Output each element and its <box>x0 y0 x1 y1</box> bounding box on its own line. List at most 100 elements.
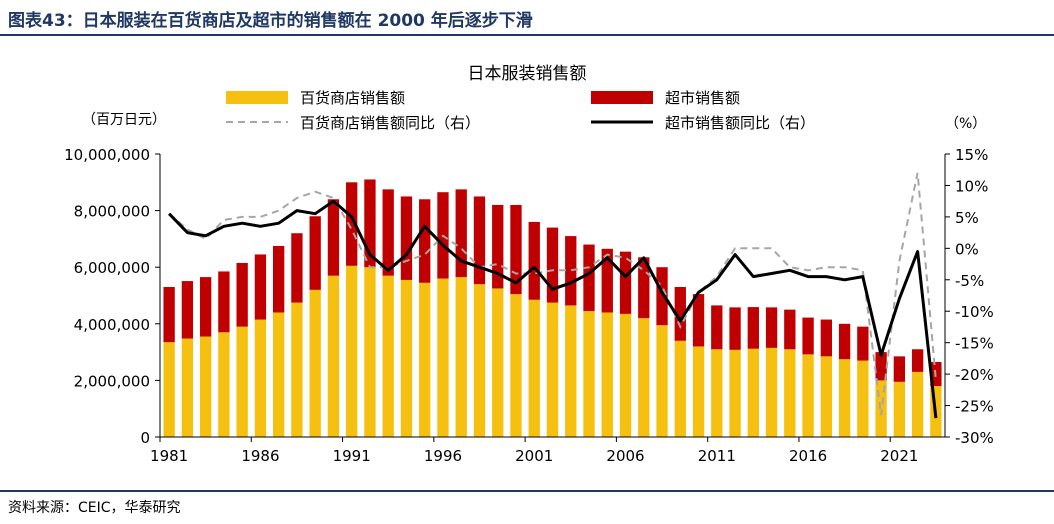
right-tick-label: -20% <box>955 366 994 384</box>
dept-sales-bar <box>820 356 832 437</box>
dept-sales-bar <box>473 284 486 437</box>
right-tick-label: 15% <box>955 146 988 164</box>
sales-chart: 日本服装销售额 百货商店销售额 超市销售额 百货商店销售额同比（右） 超市销售额… <box>64 64 994 465</box>
bar-series <box>163 179 942 437</box>
legend-super-label: 超市销售额 <box>665 89 740 107</box>
super-sales-bar <box>601 248 613 313</box>
left-axis: 10,000,000 8,000,000 6,000,000 4,000,000 2,0… <box>64 146 161 447</box>
dept-sales-bar <box>619 313 632 437</box>
dept-sales-bar <box>218 332 230 437</box>
super-sales-bar <box>309 216 321 290</box>
left-tick-label: 0 <box>140 429 150 447</box>
super-yoy-line <box>168 199 938 419</box>
dept-sales-bar <box>492 288 504 437</box>
super-sales-bar <box>656 267 668 326</box>
super-sales-bar <box>692 294 705 347</box>
dept-sales-bar <box>199 336 212 437</box>
chart-title: 日本服装销售额 <box>468 64 587 84</box>
right-axis: 15% 10% 5% 0% -5% -10% -15% -20% -25% -30% <box>944 146 994 447</box>
right-tick-label: 0% <box>955 240 979 258</box>
dept-sales-bar <box>163 342 175 437</box>
dept-sales-bar <box>893 381 906 437</box>
dept-sales-bar <box>291 302 303 437</box>
dept-yoy-line <box>168 172 937 416</box>
right-tick-label: 5% <box>955 209 979 227</box>
left-tick-label: 4,000,000 <box>74 316 150 334</box>
super-sales-bar <box>784 309 796 350</box>
dept-sales-bar <box>784 349 796 437</box>
super-sales-bar <box>729 307 741 350</box>
super-sales-bar <box>838 323 851 360</box>
dept-sales-bar <box>546 302 559 437</box>
right-tick-label: 10% <box>955 177 988 195</box>
dept-sales-bar <box>911 371 924 437</box>
super-sales-bar <box>546 227 559 303</box>
dept-sales-bar <box>236 326 248 437</box>
dept-sales-bar <box>729 349 741 437</box>
right-axis-unit: （%） <box>945 116 986 132</box>
right-tick-label: -15% <box>955 335 994 353</box>
super-sales-bar <box>327 199 340 276</box>
super-sales-bar <box>218 271 230 333</box>
super-sales-bar <box>346 182 358 266</box>
dept-sales-bar <box>601 312 613 437</box>
dept-sales-bar <box>638 318 650 437</box>
source-note: 资料来源：CEIC，华泰研究 <box>8 500 181 516</box>
super-sales-bar <box>199 277 212 337</box>
dept-sales-bar <box>656 325 668 437</box>
super-sales-bar <box>163 287 175 343</box>
right-tick-label: -30% <box>955 429 994 447</box>
right-tick-label: -10% <box>955 303 994 321</box>
super-sales-bar <box>528 221 540 300</box>
dept-sales-bar <box>838 359 851 437</box>
left-tick-label: 6,000,000 <box>74 259 150 277</box>
line-series <box>168 172 938 419</box>
dept-sales-bar <box>565 305 577 437</box>
dept-sales-bar <box>309 289 321 437</box>
super-sales-bar <box>820 319 832 357</box>
dept-sales-bar <box>583 311 595 437</box>
super-sales-bar <box>802 317 814 355</box>
super-sales-bar <box>492 204 504 289</box>
x-tick-label: 2016 <box>789 447 827 465</box>
dept-sales-bar <box>765 347 778 437</box>
dept-sales-bar <box>419 282 431 437</box>
x-tick-label: 2021 <box>880 447 918 465</box>
super-sales-bar <box>565 236 577 306</box>
super-sales-bar <box>893 356 906 382</box>
super-sales-bar <box>419 199 431 283</box>
source-rule <box>0 490 1054 492</box>
super-sales-bar <box>382 189 394 276</box>
x-axis: 1981 1986 1991 1996 2001 2006 2011 2016 2021 <box>150 436 945 465</box>
x-tick-label: 1996 <box>424 447 462 465</box>
dept-sales-bar <box>510 294 522 437</box>
title-rule <box>0 34 1054 36</box>
super-sales-bar <box>273 245 285 313</box>
dept-sales-bar <box>747 348 759 437</box>
x-tick-label: 1986 <box>241 447 279 465</box>
super-sales-bar <box>254 254 267 320</box>
super-sales-bar <box>875 352 887 381</box>
super-sales-bar <box>638 257 650 319</box>
super-sales-bar <box>291 233 303 303</box>
dept-sales-bar <box>382 275 394 437</box>
legend-super-swatch <box>591 91 653 104</box>
dept-sales-bar <box>327 275 340 437</box>
dept-sales-bar <box>711 349 723 437</box>
legend-dept-yoy-label: 百货商店销售额同比（右） <box>300 114 480 132</box>
dept-sales-bar <box>802 354 814 437</box>
x-tick-label: 1981 <box>150 447 188 465</box>
super-sales-bar <box>583 244 595 312</box>
dept-sales-bar <box>692 346 705 437</box>
dept-sales-bar <box>674 340 686 437</box>
dept-sales-bar <box>455 277 467 437</box>
left-axis-unit: （百万日元） <box>82 112 166 128</box>
left-tick-label: 8,000,000 <box>74 203 150 221</box>
dept-sales-bar <box>181 338 194 437</box>
dept-sales-bar <box>364 267 376 437</box>
super-sales-bar <box>455 189 467 278</box>
figure-title: 图表43：日本服装在百货商店及超市的销售额在 2000 年后逐步下滑 <box>8 11 533 31</box>
right-tick-label: -25% <box>955 398 994 416</box>
right-tick-label: -5% <box>955 272 984 290</box>
dept-sales-bar <box>528 299 540 437</box>
